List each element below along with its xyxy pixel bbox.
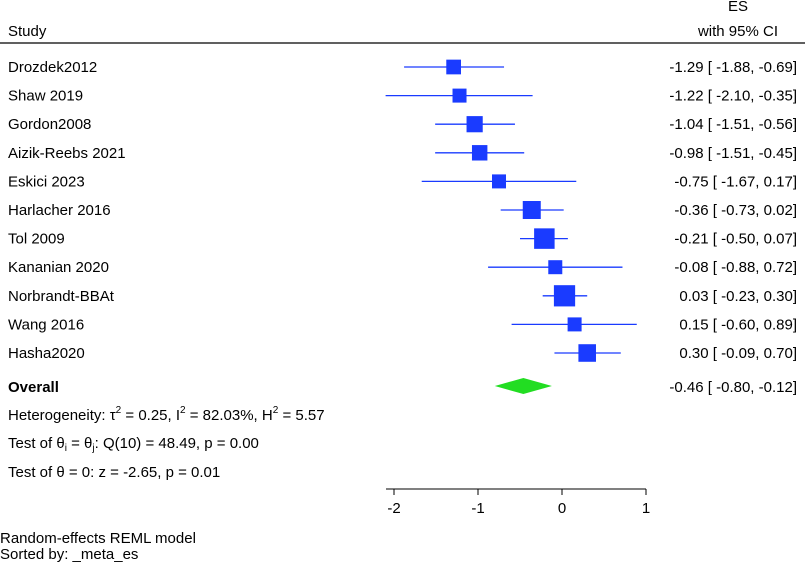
header-ci: with 95% CI	[697, 23, 778, 40]
study-name: Gordon2008	[8, 116, 91, 133]
overall-diamond	[494, 378, 552, 394]
study-row: Tol 2009 -0.21 [ -0.50, 0.07]	[8, 228, 797, 249]
x-tick-label: -2	[387, 500, 400, 517]
study-row: Shaw 2019 -1.22 [ -2.10, -0.35]	[8, 88, 797, 105]
es-marker	[553, 285, 576, 307]
study-name: Harlacher 2016	[8, 202, 111, 219]
es-marker	[452, 88, 467, 103]
es-marker	[471, 145, 488, 161]
study-row: Hasha2020 0.30 [ -0.09, 0.70]	[8, 344, 797, 362]
heterogeneity-text: Heterogeneity: τ2 = 0.25, I2 = 82.03%, H…	[8, 405, 325, 424]
x-axis: -2 -1 0 1	[386, 488, 650, 517]
header-study: Study	[8, 23, 47, 40]
es-marker	[567, 317, 582, 332]
es-marker	[534, 228, 555, 249]
study-name: Hasha2020	[8, 345, 85, 362]
es-marker	[466, 116, 483, 133]
study-ci: 0.03 [ -0.23, 0.30]	[679, 288, 797, 305]
study-name: Aizik-Reebs 2021	[8, 145, 126, 162]
study-row: Gordon2008 -1.04 [ -1.51, -0.56]	[8, 116, 797, 133]
x-tick-label: 1	[642, 500, 650, 517]
header-es: ES	[728, 0, 748, 15]
study-ci: -1.29 [ -1.88, -0.69]	[669, 59, 797, 76]
study-ci: -0.75 [ -1.67, 0.17]	[674, 173, 797, 190]
study-row: Harlacher 2016 -0.36 [ -0.73, 0.02]	[8, 201, 797, 219]
study-ci: -0.08 [ -0.88, 0.72]	[674, 259, 797, 276]
study-ci: -0.98 [ -1.51, -0.45]	[669, 145, 797, 162]
es-marker	[492, 174, 506, 189]
study-ci: -1.22 [ -2.10, -0.35]	[669, 88, 797, 105]
sort-note: Sorted by: _meta_es	[0, 546, 138, 563]
study-name: Tol 2009	[8, 231, 65, 248]
study-ci: -0.21 [ -0.50, 0.07]	[674, 231, 797, 248]
es-marker	[548, 260, 563, 275]
study-ci: -0.36 [ -0.73, 0.02]	[674, 202, 797, 219]
es-marker	[578, 344, 596, 362]
study-row: Norbrandt-BBAt 0.03 [ -0.23, 0.30]	[8, 285, 797, 307]
study-rows: Drozdek2012 -1.29 [ -1.88, -0.69] Shaw 201…	[8, 59, 797, 362]
x-tick-label: 0	[558, 500, 566, 517]
study-row: Kananian 2020 -0.08 [ -0.88, 0.72]	[8, 259, 797, 276]
study-name: Shaw 2019	[8, 88, 83, 105]
model-note: Random-effects REML model	[0, 530, 196, 547]
study-row: Wang 2016 0.15 [ -0.60, 0.89]	[8, 316, 797, 333]
test-theta-i-text: Test of θi = θj: Q(10) = 48.49, p = 0.00	[8, 435, 259, 454]
study-ci: -1.04 [ -1.51, -0.56]	[669, 116, 797, 133]
study-name: Norbrandt-BBAt	[8, 288, 115, 305]
study-row: Eskici 2023 -0.75 [ -1.67, 0.17]	[8, 173, 797, 190]
overall-ci: -0.46 [ -0.80, -0.12]	[669, 379, 797, 396]
study-ci: 0.30 [ -0.09, 0.70]	[679, 345, 797, 362]
es-marker	[522, 201, 541, 219]
study-row: Drozdek2012 -1.29 [ -1.88, -0.69]	[8, 59, 797, 76]
test-theta-text: Test of θ = 0: z = -2.65, p = 0.01	[8, 464, 220, 481]
x-tick-label: -1	[471, 500, 484, 517]
study-name: Drozdek2012	[8, 59, 97, 76]
study-row: Aizik-Reebs 2021 -0.98 [ -1.51, -0.45]	[8, 145, 797, 162]
study-ci: 0.15 [ -0.60, 0.89]	[679, 316, 797, 333]
study-name: Kananian 2020	[8, 259, 109, 276]
overall-label: Overall	[8, 379, 59, 396]
study-name: Eskici 2023	[8, 173, 85, 190]
es-marker	[446, 59, 461, 75]
study-name: Wang 2016	[8, 316, 84, 333]
